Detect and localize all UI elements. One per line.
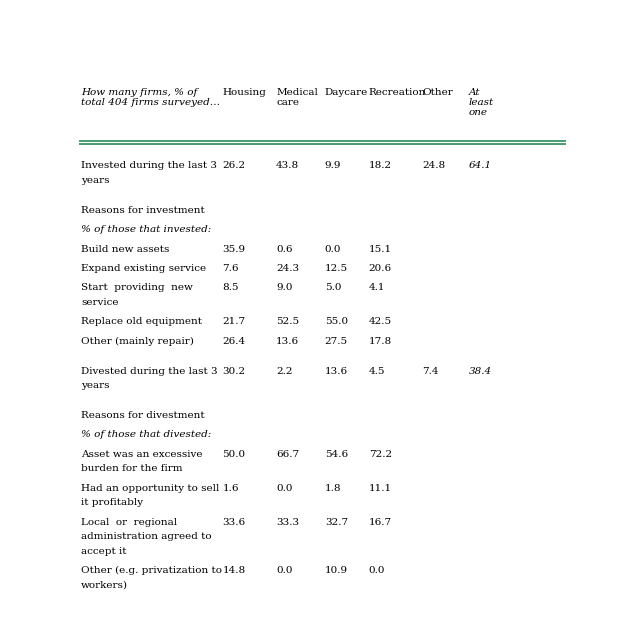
Text: Recreation: Recreation [369, 87, 426, 97]
Text: 9.0: 9.0 [276, 283, 292, 292]
Text: 2.2: 2.2 [276, 367, 292, 376]
Text: Medical
care: Medical care [276, 87, 318, 107]
Text: 50.0: 50.0 [223, 450, 245, 459]
Text: 20.6: 20.6 [369, 264, 392, 273]
Text: 13.6: 13.6 [325, 367, 348, 376]
Text: Divested during the last 3: Divested during the last 3 [81, 367, 218, 376]
Text: 0.0: 0.0 [325, 245, 342, 253]
Text: accept it: accept it [81, 547, 126, 556]
Text: Replace old equipment: Replace old equipment [81, 317, 202, 326]
Text: 52.5: 52.5 [276, 317, 299, 326]
Text: administration agreed to: administration agreed to [81, 532, 212, 541]
Text: 1.8: 1.8 [325, 484, 342, 493]
Text: 0.0: 0.0 [276, 484, 292, 493]
Text: 55.0: 55.0 [325, 317, 348, 326]
Text: 10.9: 10.9 [325, 566, 348, 575]
Text: 11.1: 11.1 [369, 484, 392, 493]
Text: 21.7: 21.7 [223, 317, 245, 326]
Text: Start  providing  new: Start providing new [81, 283, 193, 292]
Text: 64.1: 64.1 [469, 161, 492, 170]
Text: 13.6: 13.6 [276, 337, 299, 345]
Text: 16.7: 16.7 [369, 518, 392, 526]
Text: burden for the firm: burden for the firm [81, 464, 182, 474]
Text: Reasons for divestment: Reasons for divestment [81, 411, 204, 420]
Text: 24.8: 24.8 [422, 161, 445, 170]
Text: 18.2: 18.2 [369, 161, 392, 170]
Text: 1.6: 1.6 [223, 484, 239, 493]
Text: 5.0: 5.0 [325, 283, 342, 292]
Text: 27.5: 27.5 [325, 337, 348, 345]
Text: 30.2: 30.2 [223, 367, 245, 376]
Text: 15.1: 15.1 [369, 245, 392, 253]
Text: 17.8: 17.8 [369, 337, 392, 345]
Text: 7.4: 7.4 [422, 367, 439, 376]
Text: 33.6: 33.6 [223, 518, 245, 526]
Text: 26.4: 26.4 [223, 337, 245, 345]
Text: Had an opportunity to sell: Had an opportunity to sell [81, 484, 220, 493]
Text: service: service [81, 298, 118, 307]
Text: 4.5: 4.5 [369, 367, 385, 376]
Text: 9.9: 9.9 [325, 161, 342, 170]
Text: workers): workers) [81, 581, 128, 589]
Text: At
least
one: At least one [469, 87, 494, 118]
Text: Reasons for investment: Reasons for investment [81, 206, 205, 214]
Text: Invested during the last 3: Invested during the last 3 [81, 161, 217, 170]
Text: Housing: Housing [223, 87, 266, 97]
Text: Local  or  regional: Local or regional [81, 518, 177, 526]
Text: 43.8: 43.8 [276, 161, 299, 170]
Text: 72.2: 72.2 [369, 450, 392, 459]
Text: Other (e.g. privatization to: Other (e.g. privatization to [81, 566, 222, 576]
Text: 38.4: 38.4 [469, 367, 492, 376]
Text: it profitably: it profitably [81, 498, 143, 508]
Text: 0.0: 0.0 [369, 566, 385, 575]
Text: 12.5: 12.5 [325, 264, 348, 273]
Text: 24.3: 24.3 [276, 264, 299, 273]
Text: % of those that invested:: % of those that invested: [81, 225, 211, 234]
Text: % of those that divested:: % of those that divested: [81, 430, 211, 440]
Text: 35.9: 35.9 [223, 245, 245, 253]
Text: Expand existing service: Expand existing service [81, 264, 206, 273]
Text: 0.0: 0.0 [276, 566, 292, 575]
Text: How many firms, % of
total 404 firms surveyed…: How many firms, % of total 404 firms sur… [81, 87, 220, 107]
Text: Other: Other [422, 87, 453, 97]
Text: Asset was an excessive: Asset was an excessive [81, 450, 203, 459]
Text: Daycare: Daycare [325, 87, 368, 97]
Text: 0.6: 0.6 [276, 245, 292, 253]
Text: 66.7: 66.7 [276, 450, 299, 459]
Text: 4.1: 4.1 [369, 283, 385, 292]
Text: 32.7: 32.7 [325, 518, 348, 526]
Text: 26.2: 26.2 [223, 161, 245, 170]
Text: years: years [81, 175, 109, 185]
Text: Build new assets: Build new assets [81, 245, 169, 253]
Text: years: years [81, 381, 109, 390]
Text: 54.6: 54.6 [325, 450, 348, 459]
Text: 42.5: 42.5 [369, 317, 392, 326]
Text: Other (mainly repair): Other (mainly repair) [81, 337, 194, 346]
Text: 14.8: 14.8 [223, 566, 245, 575]
Text: 33.3: 33.3 [276, 518, 299, 526]
Text: 8.5: 8.5 [223, 283, 239, 292]
Text: 7.6: 7.6 [223, 264, 239, 273]
